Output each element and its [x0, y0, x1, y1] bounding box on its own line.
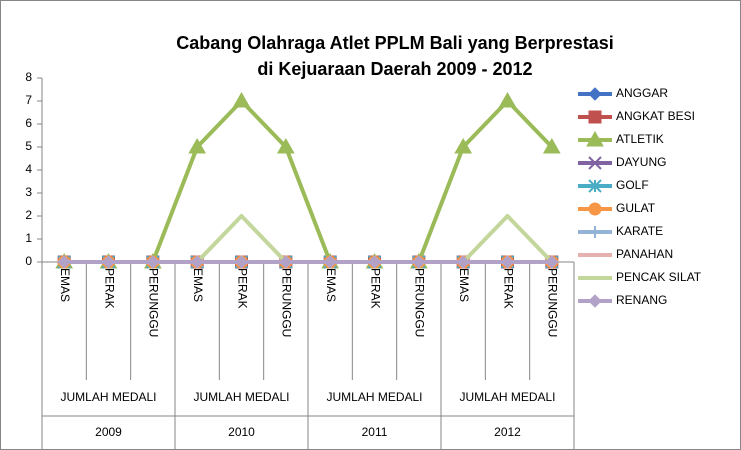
x-tick-label: PERAK: [235, 268, 249, 309]
marker: [101, 255, 116, 269]
group-name: 2009: [95, 425, 122, 439]
marker: [57, 255, 71, 269]
chart-title: di Kejuaraan Daerah 2009 - 2012: [257, 59, 532, 79]
series: [57, 255, 559, 269]
marker: [454, 137, 473, 154]
marker: [542, 137, 561, 154]
legend-label: GULAT: [616, 201, 656, 215]
legend-label: GOLF: [616, 178, 649, 192]
legend-label: RENANG: [616, 293, 667, 307]
group-name: 2012: [494, 425, 521, 439]
y-tick-label: 2: [25, 208, 32, 222]
x-tick-label: EMAS: [457, 268, 471, 302]
marker: [190, 255, 204, 269]
x-tick-label: EMAS: [58, 268, 72, 302]
marker: [234, 255, 249, 269]
group-name: 2010: [228, 425, 255, 439]
group-name: 2011: [362, 425, 388, 439]
y-tick-label: 0: [25, 254, 32, 268]
y-tick-label: 6: [25, 116, 32, 130]
y-tick-label: 7: [25, 93, 32, 107]
marker: [412, 255, 426, 269]
marker: [456, 255, 470, 269]
group-label: JUMLAH MEDALI: [459, 390, 555, 404]
x-tick-label: PERUNGGU: [280, 268, 294, 337]
marker: [588, 87, 602, 101]
x-tick-label: PERAK: [368, 268, 382, 309]
marker: [588, 179, 602, 193]
marker: [232, 91, 251, 108]
y-tick-label: 8: [25, 70, 32, 84]
marker: [146, 255, 160, 269]
x-tick-label: PERUNGGU: [147, 268, 161, 337]
chart-title: Cabang Olahraga Atlet PPLM Bali yang Ber…: [176, 33, 613, 53]
legend-label: KARATE: [616, 224, 663, 238]
y-tick-label: 3: [25, 185, 32, 199]
marker: [323, 255, 337, 269]
legend-label: ATLETIK: [616, 132, 664, 146]
x-tick-label: PERUNGGU: [413, 268, 427, 337]
x-tick-label: EMAS: [191, 268, 205, 302]
marker: [588, 202, 602, 216]
legend-label: ANGKAT BESI: [616, 109, 695, 123]
group-label: JUMLAH MEDALI: [326, 390, 422, 404]
marker: [586, 130, 604, 147]
marker: [500, 255, 515, 269]
legend-label: PANAHAN: [616, 247, 673, 261]
marker: [276, 137, 295, 154]
x-tick-label: EMAS: [324, 268, 338, 302]
y-tick-label: 1: [25, 231, 32, 245]
marker: [279, 255, 293, 269]
marker: [545, 255, 559, 269]
marker: [498, 91, 517, 108]
marker: [188, 137, 207, 154]
legend-label: PENCAK SILAT: [616, 270, 702, 284]
group-label: JUMLAH MEDALI: [193, 390, 289, 404]
y-tick-label: 5: [25, 139, 32, 153]
x-tick-label: PERAK: [102, 268, 116, 309]
marker: [589, 226, 601, 238]
y-tick-label: 4: [25, 162, 32, 176]
marker: [588, 156, 602, 170]
legend-label: DAYUNG: [616, 155, 666, 169]
marker: [588, 294, 602, 308]
marker: [588, 110, 602, 124]
group-label: JUMLAH MEDALI: [60, 390, 156, 404]
x-tick-label: PERAK: [501, 268, 515, 309]
x-tick-label: PERUNGGU: [546, 268, 560, 337]
marker: [367, 255, 382, 269]
legend-label: ANGGAR: [616, 86, 668, 100]
